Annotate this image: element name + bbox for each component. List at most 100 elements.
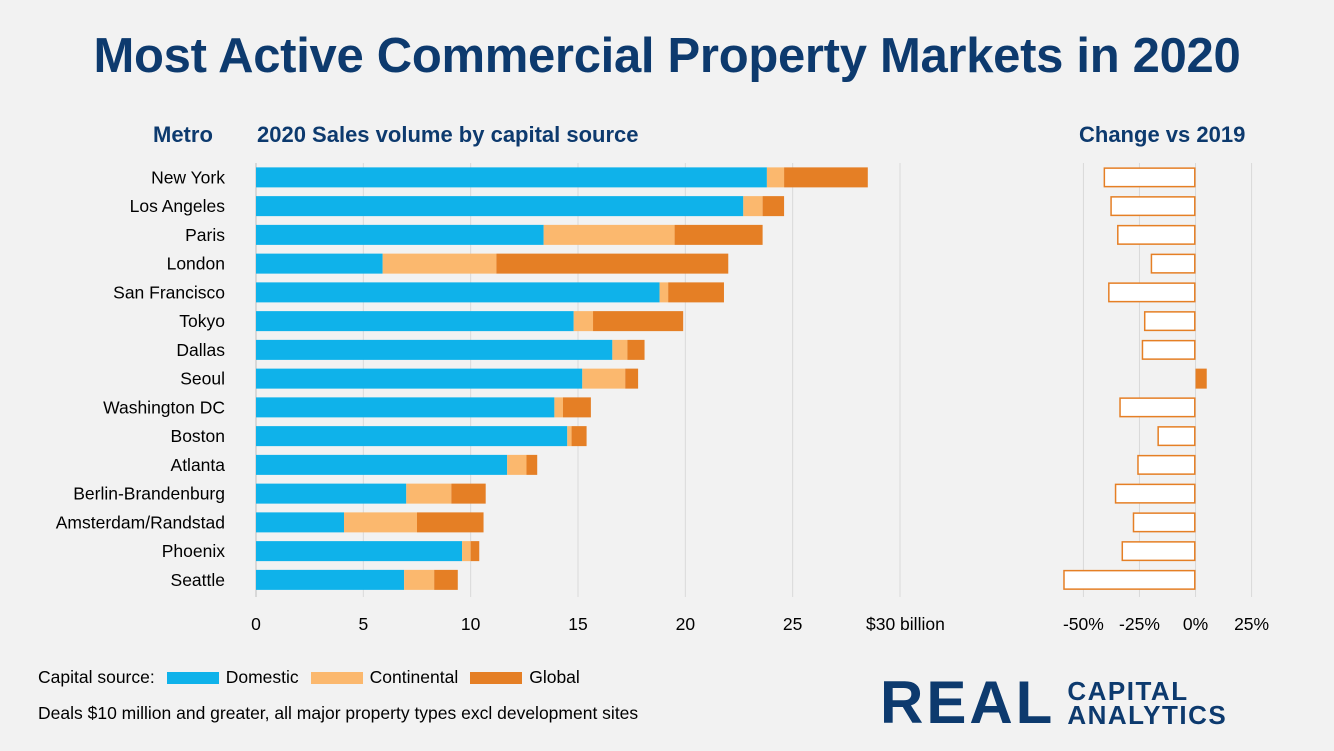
x-tick-label-main: 10 xyxy=(461,614,481,634)
change-bar-atlanta xyxy=(1137,454,1196,475)
bar-continental-san-francisco xyxy=(659,282,669,303)
legend-label-global: Global xyxy=(529,667,580,687)
change-bar-boston xyxy=(1157,426,1196,447)
metro-label-london: London xyxy=(167,254,225,274)
metro-label-san-francisco: San Francisco xyxy=(113,282,225,302)
legend-item-global: Global xyxy=(458,667,580,688)
bar-continental-paris xyxy=(543,224,675,245)
bar-domestic-berlin-brandenburg xyxy=(256,483,407,504)
bar-domestic-san-francisco xyxy=(256,282,660,303)
bar-continental-boston xyxy=(567,426,572,447)
bar-continental-phoenix xyxy=(462,541,471,562)
metro-label-paris: Paris xyxy=(185,225,225,245)
bar-global-tokyo xyxy=(593,311,684,332)
bar-global-los-angeles xyxy=(762,196,785,217)
bar-domestic-seattle xyxy=(256,569,405,590)
metro-label-los-angeles: Los Angeles xyxy=(130,196,226,216)
bar-continental-seoul xyxy=(582,368,626,389)
bar-global-new-york xyxy=(784,167,868,188)
bar-continental-dallas xyxy=(612,339,628,360)
x-tick-label-main: $30 billion xyxy=(866,614,945,634)
change-bar-seattle xyxy=(1063,569,1196,590)
bar-global-amsterdam-randstad xyxy=(417,512,484,533)
legend-swatch-global xyxy=(470,671,523,684)
x-tick-label-main: 20 xyxy=(676,614,696,634)
change-bar-london xyxy=(1150,253,1196,274)
metro-label-phoenix: Phoenix xyxy=(162,541,225,561)
x-tick-label-main: 25 xyxy=(783,614,802,634)
bar-global-dallas xyxy=(627,339,645,360)
bar-global-seoul xyxy=(625,368,639,389)
page-title: Most Active Commercial Property Markets … xyxy=(93,29,1241,83)
metro-label-berlin-brandenburg: Berlin-Brandenburg xyxy=(73,484,225,504)
metro-label-new-york: New York xyxy=(151,167,225,187)
x-tick-label-main: 0 xyxy=(251,614,261,634)
change-bar-washington-dc xyxy=(1119,397,1196,418)
legend-label-continental: Continental xyxy=(369,667,459,687)
footnote: Deals $10 million and greater, all major… xyxy=(38,703,639,723)
bar-domestic-dallas xyxy=(256,339,613,360)
metro-label-amsterdam-randstad: Amsterdam/Randstad xyxy=(56,512,225,532)
metro-header: Metro xyxy=(153,122,213,147)
bar-global-phoenix xyxy=(470,541,480,562)
sales-header: 2020 Sales volume by capital source xyxy=(257,122,639,147)
change-bar-seoul xyxy=(1195,368,1207,389)
logo-subtext: CAPITAL ANALYTICS xyxy=(1067,676,1228,730)
change-bar-paris xyxy=(1117,224,1196,245)
bar-domestic-amsterdam-randstad xyxy=(256,512,345,533)
metro-label-seoul: Seoul xyxy=(180,369,225,389)
bar-domestic-new-york xyxy=(256,167,767,188)
x-tick-label-change: 0% xyxy=(1183,614,1208,634)
legend-swatch-domestic xyxy=(166,671,219,684)
bar-continental-seattle xyxy=(404,569,435,590)
bar-continental-london xyxy=(382,253,497,274)
bar-domestic-los-angeles xyxy=(256,196,744,217)
bar-global-berlin-brandenburg xyxy=(451,483,486,504)
change-header: Change vs 2019 xyxy=(1079,122,1246,147)
bar-continental-atlanta xyxy=(507,454,527,475)
legend-label-domestic: Domestic xyxy=(225,667,299,687)
bar-domestic-phoenix xyxy=(256,541,463,562)
logo-line2: ANALYTICS xyxy=(1067,700,1228,730)
bar-domestic-atlanta xyxy=(256,454,508,475)
bar-global-boston xyxy=(571,426,587,447)
bar-continental-amsterdam-randstad xyxy=(344,512,417,533)
bar-continental-tokyo xyxy=(573,311,594,332)
company-logo: REAL CAPITAL ANALYTICS xyxy=(880,673,1227,733)
metro-label-washington-dc: Washington DC xyxy=(103,397,225,417)
x-tick-label-change: -50% xyxy=(1063,614,1104,634)
x-tick-label-main: 5 xyxy=(358,614,368,634)
change-bar-berlin-brandenburg xyxy=(1114,483,1196,504)
change-bar-los-angeles xyxy=(1110,196,1196,217)
bar-global-london xyxy=(496,253,729,274)
change-bar-phoenix xyxy=(1121,541,1196,562)
bar-global-paris xyxy=(674,224,763,245)
metro-label-boston: Boston xyxy=(171,426,225,446)
logo-wordmark: REAL xyxy=(880,669,1056,736)
change-bar-new-york xyxy=(1103,167,1196,188)
bar-domestic-tokyo xyxy=(256,311,574,332)
change-bar-dallas xyxy=(1141,339,1196,360)
bar-domestic-london xyxy=(256,253,383,274)
bar-global-washington-dc xyxy=(562,397,591,418)
change-bar-san-francisco xyxy=(1108,282,1196,303)
bar-global-seattle xyxy=(434,569,458,590)
x-tick-label-main: 15 xyxy=(568,614,587,634)
logo-line1: CAPITAL xyxy=(1067,676,1189,706)
legend-item-domestic: Domestic xyxy=(155,667,299,688)
change-bar-tokyo xyxy=(1143,311,1196,332)
legend-prefix: Capital source: xyxy=(38,667,155,687)
legend-swatch-continental xyxy=(310,671,363,684)
bar-global-san-francisco xyxy=(668,282,724,303)
bar-global-atlanta xyxy=(526,454,538,475)
x-tick-label-change: -25% xyxy=(1119,614,1160,634)
bar-domestic-washington-dc xyxy=(256,397,555,418)
metro-label-seattle: Seattle xyxy=(171,570,225,590)
bar-domestic-paris xyxy=(256,224,544,245)
metro-label-dallas: Dallas xyxy=(176,340,225,360)
bar-continental-los-angeles xyxy=(743,196,763,217)
legend-item-continental: Continental xyxy=(299,667,459,688)
x-tick-label-change: 25% xyxy=(1234,614,1269,634)
bar-domestic-seoul xyxy=(256,368,583,389)
